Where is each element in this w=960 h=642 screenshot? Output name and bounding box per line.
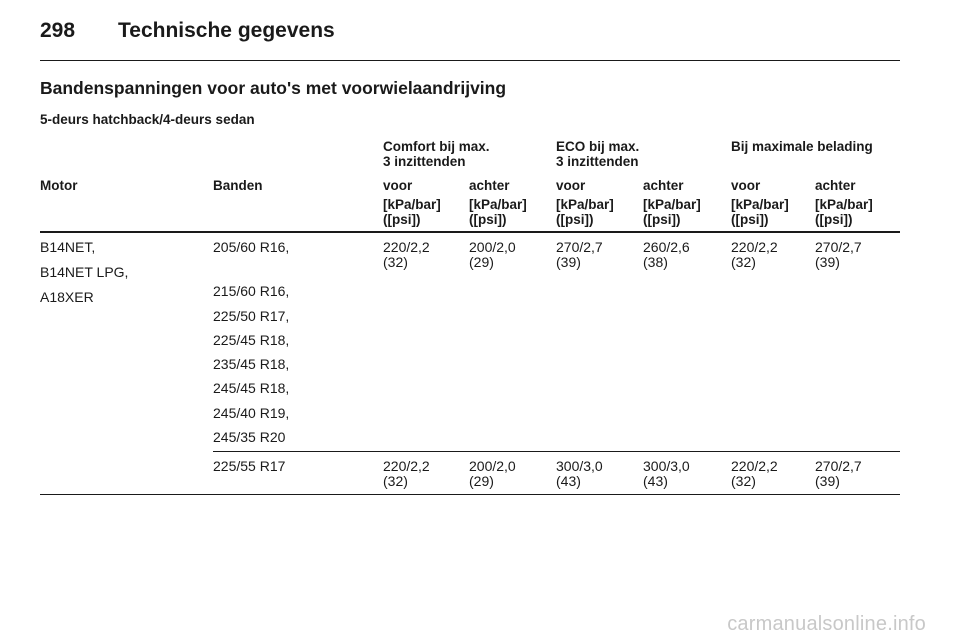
page-number: 298 xyxy=(40,19,76,42)
pressure-cell: 220/2,2 (32) xyxy=(731,458,778,489)
group-header-max-load: Bij maximale belading xyxy=(731,139,873,154)
column-header-front: voor xyxy=(556,178,586,193)
pressure-cell: 220/2,2 (32) xyxy=(383,239,430,270)
section-subheading: 5-deurs hatchback/4-deurs sedan xyxy=(40,112,255,127)
unit-header: [kPa/bar] ([psi]) xyxy=(643,197,701,227)
pressure-cell: 270/2,7 (39) xyxy=(815,458,862,489)
section-title: Technische gegevens xyxy=(118,19,335,42)
column-header-tyres: Banden xyxy=(213,178,263,193)
unit-header: [kPa/bar] ([psi]) xyxy=(815,197,873,227)
motor-cell: B14NET, B14NET LPG, A18XER xyxy=(40,239,129,305)
unit-header: [kPa/bar] ([psi]) xyxy=(469,197,527,227)
column-header-front: voor xyxy=(731,178,761,193)
table-header-rule xyxy=(40,231,900,233)
pressure-cell: 260/2,6 (38) xyxy=(643,239,690,270)
watermark: carmanualsonline.info xyxy=(727,613,926,635)
pressure-cell: 220/2,2 (32) xyxy=(731,239,778,270)
pressure-cell: 200/2,0 (29) xyxy=(469,239,516,270)
column-header-front: voor xyxy=(383,178,413,193)
column-header-rear: achter xyxy=(643,178,684,193)
group-header-eco: ECO bij max. 3 inzittenden xyxy=(556,139,640,169)
pressure-cell: 300/3,0 (43) xyxy=(643,458,690,489)
pressure-cell: 270/2,7 (39) xyxy=(556,239,603,270)
tyre-size-cell: 205/60 R16, 215/60 R16, 225/50 R17, 225/… xyxy=(213,239,290,445)
column-header-motor: Motor xyxy=(40,178,78,193)
pressure-cell: 270/2,7 (39) xyxy=(815,239,862,270)
tyre-size-cell: 225/55 R17 xyxy=(213,458,286,474)
column-header-rear: achter xyxy=(815,178,856,193)
unit-header: [kPa/bar] ([psi]) xyxy=(383,197,441,227)
group-header-comfort: Comfort bij max. 3 inzittenden xyxy=(383,139,490,169)
pressure-cell: 300/3,0 (43) xyxy=(556,458,603,489)
column-header-rear: achter xyxy=(469,178,510,193)
unit-header: [kPa/bar] ([psi]) xyxy=(556,197,614,227)
pressure-cell: 200/2,0 (29) xyxy=(469,458,516,489)
section-heading: Bandenspanningen voor auto's met voorwie… xyxy=(40,78,507,98)
unit-header: [kPa/bar] ([psi]) xyxy=(731,197,789,227)
row-divider xyxy=(213,451,900,452)
header-divider xyxy=(40,60,900,61)
table-bottom-rule xyxy=(40,494,900,495)
pressure-cell: 220/2,2 (32) xyxy=(383,458,430,489)
